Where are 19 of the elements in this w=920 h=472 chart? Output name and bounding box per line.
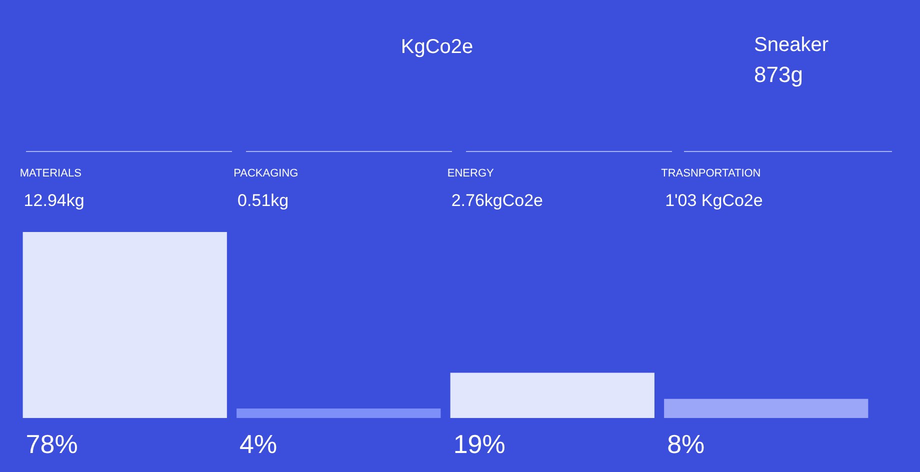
- chart-title: KgCo2e: [400, 36, 474, 58]
- x-tick-label: ENERGY: [447, 167, 494, 180]
- text: 12.94kg: [24, 191, 84, 210]
- bar: [236, 408, 441, 418]
- text: 1'03 KgCo2e: [665, 191, 763, 210]
- bar: [22, 232, 227, 418]
- text: Sneaker: [754, 34, 828, 57]
- text: 2.76kgCo2e: [451, 191, 543, 210]
- data-label: 78%: [26, 429, 78, 459]
- text: 0.51kg: [238, 191, 289, 210]
- data-label: 19%: [453, 429, 506, 459]
- text: 873g: [754, 62, 803, 88]
- x-tick-label: MATERIALS: [20, 167, 82, 180]
- x-tick-label: PACKAGING: [234, 167, 298, 180]
- bar: [664, 398, 868, 418]
- bar: [450, 372, 654, 418]
- x-tick-label: TRASNPORTATION: [661, 167, 761, 180]
- data-label: 4%: [240, 429, 278, 459]
- data-label: 8%: [667, 429, 705, 459]
